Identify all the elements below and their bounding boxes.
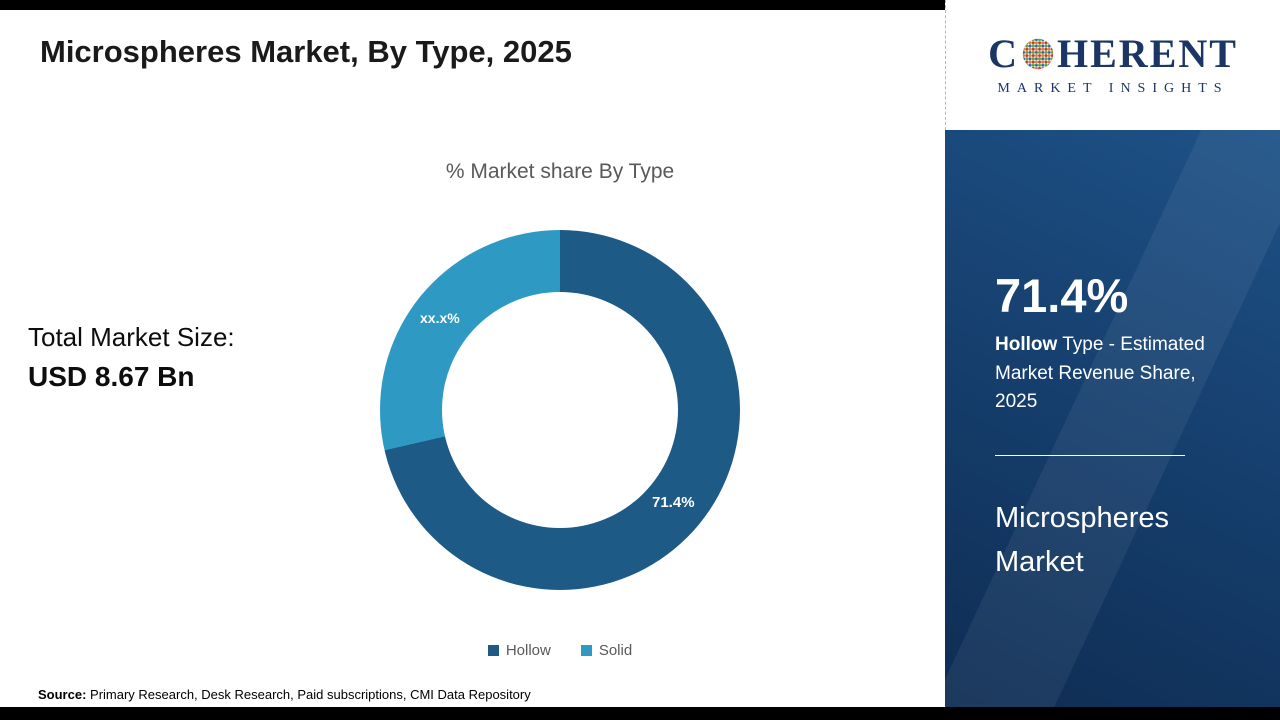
total-market-size-value: USD 8.67 Bn bbox=[28, 361, 195, 392]
logo-text-prefix: C bbox=[988, 30, 1019, 76]
total-market-size-label: Total Market Size: bbox=[28, 322, 235, 352]
legend-swatch-hollow bbox=[487, 645, 499, 656]
total-market-size-block: Total Market Size: USD 8.67 Bn bbox=[28, 322, 235, 393]
slice-label-hollow: 71.4% bbox=[652, 494, 695, 511]
highlight-stat-rest: Type - Estimated Market Revenue Share, 2… bbox=[995, 334, 1205, 412]
chart-legend: Hollow Solid bbox=[260, 642, 860, 659]
top-accent-bar bbox=[0, 0, 945, 10]
donut-chart: 71.4% xx.x% bbox=[380, 230, 740, 590]
page-title: Microspheres Market, By Type, 2025 bbox=[40, 34, 572, 69]
legend-item-solid: Solid bbox=[580, 642, 633, 659]
highlight-stat-value: 71.4% bbox=[995, 269, 1129, 322]
source-label: Source: bbox=[38, 687, 87, 702]
highlight-stat-term: Hollow bbox=[995, 334, 1058, 355]
highlight-panel: 71.4% Hollow Type - Estimated Market Rev… bbox=[945, 130, 1280, 720]
legend-label-solid: Solid bbox=[598, 642, 633, 659]
bottom-accent-bar bbox=[0, 707, 1280, 720]
market-name: Microspheres Market bbox=[995, 501, 1170, 579]
source-line: Source: Primary Research, Desk Research,… bbox=[38, 687, 531, 702]
company-logo: C HERENT bbox=[988, 30, 1238, 76]
chart-title: % Market share By Type bbox=[445, 160, 675, 183]
globe-icon bbox=[1022, 38, 1054, 70]
legend-swatch-solid bbox=[580, 645, 592, 656]
slice-label-solid: xx.x% bbox=[420, 310, 460, 326]
chart-block: % Market share By Type 71.4% xx.x% Hollo… bbox=[260, 160, 860, 659]
logo-text-suffix: HERENT bbox=[1056, 30, 1238, 76]
legend-item-hollow: Hollow bbox=[487, 642, 551, 659]
logo-area: C HERENT bbox=[945, 0, 1280, 130]
logo-subtitle: MARKET INSIGHTS bbox=[997, 80, 1229, 96]
sidebar: C HERENT bbox=[945, 0, 1280, 720]
highlight-stat-description: Hollow Type - Estimated Market Revenue S… bbox=[995, 331, 1237, 417]
donut-hole bbox=[442, 292, 678, 528]
source-text: Primary Research, Desk Research, Paid su… bbox=[90, 687, 531, 702]
legend-label-hollow: Hollow bbox=[505, 642, 551, 659]
panel-divider bbox=[995, 454, 1185, 456]
